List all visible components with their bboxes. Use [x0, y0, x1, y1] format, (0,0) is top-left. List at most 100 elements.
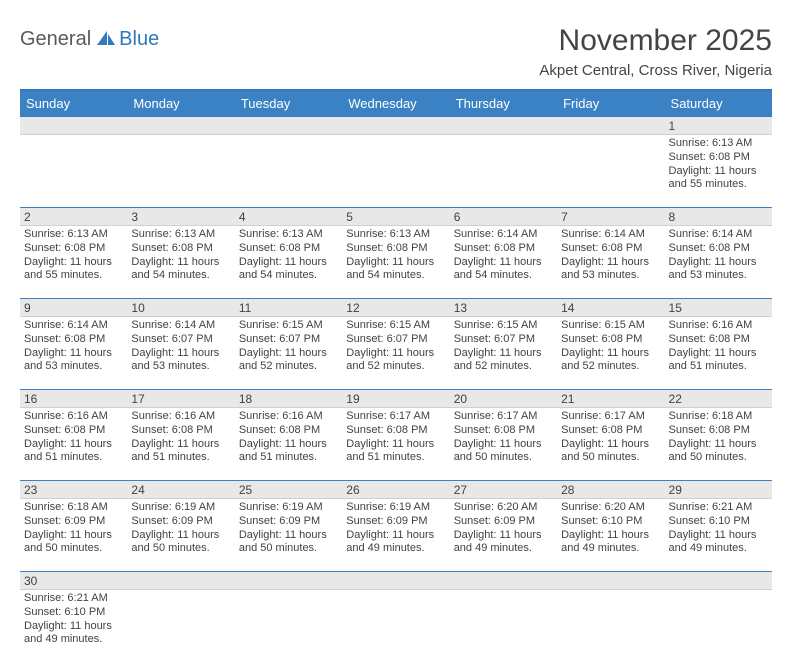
day-cell: Sunrise: 6:17 AMSunset: 6:08 PMDaylight:… [342, 408, 449, 480]
logo: General Blue [20, 24, 159, 51]
day-cell [127, 135, 234, 207]
day-cell [665, 590, 772, 662]
day-cell: Sunrise: 6:21 AMSunset: 6:10 PMDaylight:… [665, 499, 772, 571]
day-number: 8 [665, 208, 772, 226]
day-cell: Sunrise: 6:18 AMSunset: 6:08 PMDaylight:… [665, 408, 772, 480]
day-details: Sunrise: 6:13 AMSunset: 6:08 PMDaylight:… [131, 228, 230, 283]
day-details: Sunrise: 6:14 AMSunset: 6:08 PMDaylight:… [669, 228, 768, 283]
day-cell: Sunrise: 6:19 AMSunset: 6:09 PMDaylight:… [342, 499, 449, 571]
day-details: Sunrise: 6:15 AMSunset: 6:07 PMDaylight:… [346, 319, 445, 374]
day-details: Sunrise: 6:16 AMSunset: 6:08 PMDaylight:… [669, 319, 768, 374]
day-number [450, 572, 557, 590]
day-cell: Sunrise: 6:14 AMSunset: 6:08 PMDaylight:… [665, 226, 772, 298]
day-details: Sunrise: 6:14 AMSunset: 6:08 PMDaylight:… [24, 319, 123, 374]
day-details: Sunrise: 6:13 AMSunset: 6:08 PMDaylight:… [239, 228, 338, 283]
week-row: Sunrise: 6:13 AMSunset: 6:08 PMDaylight:… [20, 226, 772, 299]
day-details: Sunrise: 6:13 AMSunset: 6:08 PMDaylight:… [24, 228, 123, 283]
day-number: 5 [342, 208, 449, 226]
day-header-row: SundayMondayTuesdayWednesdayThursdayFrid… [20, 91, 772, 117]
day-number: 26 [342, 481, 449, 499]
day-number [665, 572, 772, 590]
day-number: 23 [20, 481, 127, 499]
week-row: Sunrise: 6:13 AMSunset: 6:08 PMDaylight:… [20, 135, 772, 208]
day-number-row: 30 [20, 572, 772, 590]
day-number: 1 [665, 117, 772, 135]
day-details: Sunrise: 6:14 AMSunset: 6:08 PMDaylight:… [561, 228, 660, 283]
day-details: Sunrise: 6:17 AMSunset: 6:08 PMDaylight:… [561, 410, 660, 465]
day-cell [557, 135, 664, 207]
day-header-cell: Thursday [450, 91, 557, 117]
day-cell: Sunrise: 6:16 AMSunset: 6:08 PMDaylight:… [665, 317, 772, 389]
day-details: Sunrise: 6:20 AMSunset: 6:09 PMDaylight:… [454, 501, 553, 556]
day-cell: Sunrise: 6:13 AMSunset: 6:08 PMDaylight:… [665, 135, 772, 207]
header: General Blue November 2025 Akpet Central… [20, 24, 772, 79]
day-details: Sunrise: 6:15 AMSunset: 6:07 PMDaylight:… [239, 319, 338, 374]
day-cell [342, 590, 449, 662]
day-details: Sunrise: 6:21 AMSunset: 6:10 PMDaylight:… [24, 592, 123, 647]
day-number: 16 [20, 390, 127, 408]
day-number: 15 [665, 299, 772, 317]
day-number: 14 [557, 299, 664, 317]
day-cell [342, 135, 449, 207]
day-header-cell: Friday [557, 91, 664, 117]
calendar: SundayMondayTuesdayWednesdayThursdayFrid… [20, 89, 772, 662]
day-number: 24 [127, 481, 234, 499]
day-details: Sunrise: 6:20 AMSunset: 6:10 PMDaylight:… [561, 501, 660, 556]
day-details: Sunrise: 6:19 AMSunset: 6:09 PMDaylight:… [239, 501, 338, 556]
day-number: 7 [557, 208, 664, 226]
day-cell: Sunrise: 6:14 AMSunset: 6:08 PMDaylight:… [557, 226, 664, 298]
day-number [235, 572, 342, 590]
day-number [20, 117, 127, 135]
day-number: 6 [450, 208, 557, 226]
day-number-row: 16171819202122 [20, 390, 772, 408]
day-details: Sunrise: 6:16 AMSunset: 6:08 PMDaylight:… [239, 410, 338, 465]
day-number: 19 [342, 390, 449, 408]
day-cell: Sunrise: 6:14 AMSunset: 6:08 PMDaylight:… [450, 226, 557, 298]
day-cell: Sunrise: 6:15 AMSunset: 6:07 PMDaylight:… [342, 317, 449, 389]
day-cell [557, 590, 664, 662]
day-cell: Sunrise: 6:15 AMSunset: 6:08 PMDaylight:… [557, 317, 664, 389]
day-cell: Sunrise: 6:14 AMSunset: 6:07 PMDaylight:… [127, 317, 234, 389]
day-number-row: 9101112131415 [20, 299, 772, 317]
day-number: 18 [235, 390, 342, 408]
day-number [342, 117, 449, 135]
month-title: November 2025 [539, 24, 772, 58]
day-cell [127, 590, 234, 662]
day-number: 25 [235, 481, 342, 499]
weeks-container: 1 Sunrise: 6:13 AMSunset: 6:08 PMDaylight… [20, 117, 772, 662]
day-cell: Sunrise: 6:13 AMSunset: 6:08 PMDaylight:… [235, 226, 342, 298]
day-details: Sunrise: 6:19 AMSunset: 6:09 PMDaylight:… [131, 501, 230, 556]
day-cell: Sunrise: 6:19 AMSunset: 6:09 PMDaylight:… [127, 499, 234, 571]
day-cell [450, 135, 557, 207]
week-row: Sunrise: 6:14 AMSunset: 6:08 PMDaylight:… [20, 317, 772, 390]
day-details: Sunrise: 6:13 AMSunset: 6:08 PMDaylight:… [346, 228, 445, 283]
day-number: 27 [450, 481, 557, 499]
day-details: Sunrise: 6:13 AMSunset: 6:08 PMDaylight:… [669, 137, 768, 192]
day-details: Sunrise: 6:16 AMSunset: 6:08 PMDaylight:… [131, 410, 230, 465]
day-number: 22 [665, 390, 772, 408]
day-details: Sunrise: 6:21 AMSunset: 6:10 PMDaylight:… [669, 501, 768, 556]
day-details: Sunrise: 6:15 AMSunset: 6:08 PMDaylight:… [561, 319, 660, 374]
day-number: 21 [557, 390, 664, 408]
week-row: Sunrise: 6:18 AMSunset: 6:09 PMDaylight:… [20, 499, 772, 572]
sail-icon [95, 29, 117, 50]
day-number [342, 572, 449, 590]
day-number: 10 [127, 299, 234, 317]
day-number-row: 1 [20, 117, 772, 135]
day-details: Sunrise: 6:19 AMSunset: 6:09 PMDaylight:… [346, 501, 445, 556]
day-number: 29 [665, 481, 772, 499]
day-cell [450, 590, 557, 662]
day-header-cell: Sunday [20, 91, 127, 117]
logo-text-main: General [20, 28, 91, 51]
day-number: 30 [20, 572, 127, 590]
day-cell [235, 135, 342, 207]
day-number [557, 572, 664, 590]
day-details: Sunrise: 6:18 AMSunset: 6:08 PMDaylight:… [669, 410, 768, 465]
day-details: Sunrise: 6:17 AMSunset: 6:08 PMDaylight:… [346, 410, 445, 465]
day-number: 3 [127, 208, 234, 226]
day-number: 13 [450, 299, 557, 317]
week-row: Sunrise: 6:21 AMSunset: 6:10 PMDaylight:… [20, 590, 772, 662]
day-cell: Sunrise: 6:16 AMSunset: 6:08 PMDaylight:… [235, 408, 342, 480]
day-cell: Sunrise: 6:21 AMSunset: 6:10 PMDaylight:… [20, 590, 127, 662]
logo-text-accent: Blue [119, 28, 159, 51]
